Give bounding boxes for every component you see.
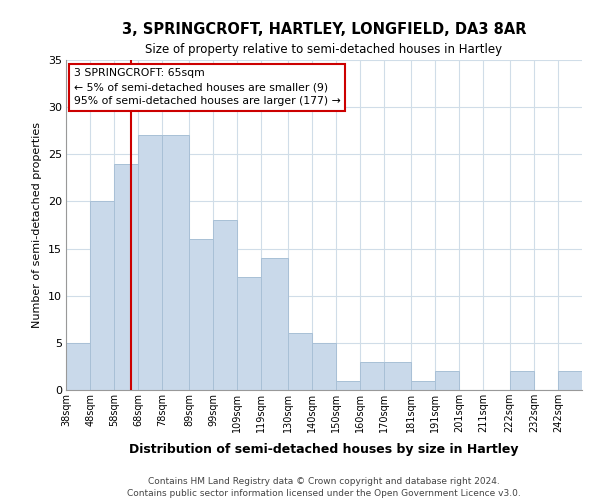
- Bar: [163, 136, 189, 390]
- X-axis label: Distribution of semi-detached houses by size in Hartley: Distribution of semi-detached houses by …: [129, 444, 519, 456]
- Bar: [189, 239, 213, 390]
- Bar: [262, 258, 288, 390]
- Text: Size of property relative to semi-detached houses in Hartley: Size of property relative to semi-detach…: [145, 42, 503, 56]
- Bar: [237, 277, 262, 390]
- Bar: [213, 220, 237, 390]
- Bar: [384, 362, 411, 390]
- Bar: [66, 343, 90, 390]
- Bar: [360, 362, 384, 390]
- Y-axis label: Number of semi-detached properties: Number of semi-detached properties: [32, 122, 42, 328]
- Bar: [435, 371, 459, 390]
- Text: 3, SPRINGCROFT, HARTLEY, LONGFIELD, DA3 8AR: 3, SPRINGCROFT, HARTLEY, LONGFIELD, DA3 …: [122, 22, 526, 38]
- Bar: [114, 164, 139, 390]
- Bar: [411, 380, 435, 390]
- Bar: [312, 343, 336, 390]
- Text: 3 SPRINGCROFT: 65sqm
← 5% of semi-detached houses are smaller (9)
95% of semi-de: 3 SPRINGCROFT: 65sqm ← 5% of semi-detach…: [74, 68, 340, 106]
- Bar: [336, 380, 360, 390]
- Text: Contains public sector information licensed under the Open Government Licence v3: Contains public sector information licen…: [127, 489, 521, 498]
- Bar: [509, 371, 534, 390]
- Bar: [288, 334, 312, 390]
- Bar: [139, 136, 163, 390]
- Text: Contains HM Land Registry data © Crown copyright and database right 2024.: Contains HM Land Registry data © Crown c…: [148, 478, 500, 486]
- Bar: [558, 371, 582, 390]
- Bar: [90, 202, 114, 390]
